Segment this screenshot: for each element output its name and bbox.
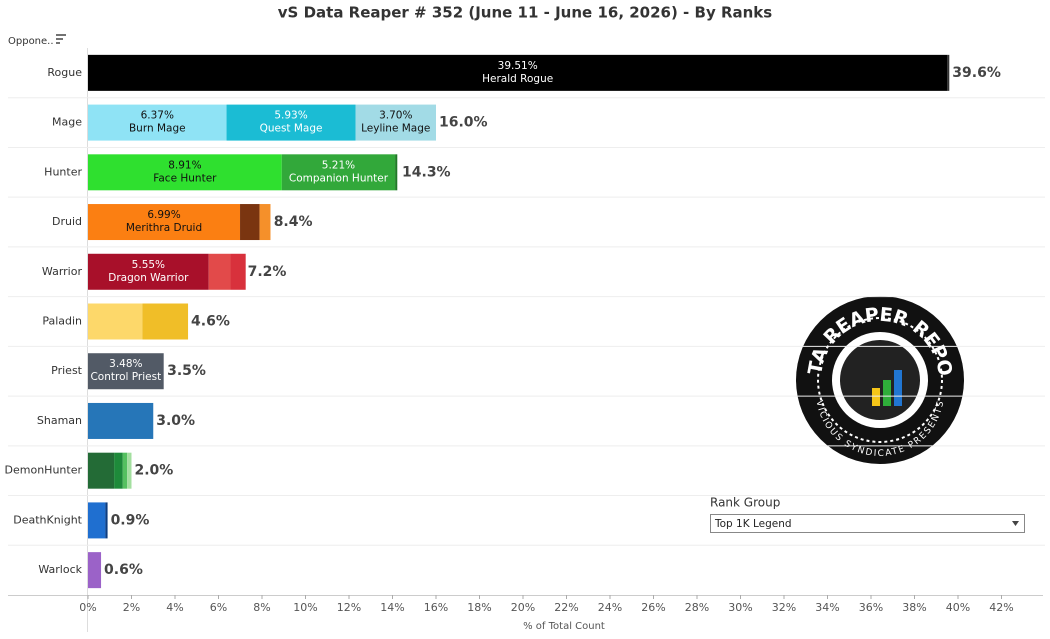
category-label: Hunter <box>44 165 82 178</box>
category-label: Warlock <box>38 563 82 576</box>
bar-segment <box>88 253 209 290</box>
segment-value-label: 6.99% <box>147 209 180 221</box>
bar-segment <box>88 353 164 390</box>
x-tick-label: 38% <box>902 601 926 614</box>
x-tick-label: 24% <box>598 601 622 614</box>
x-tick-label: 26% <box>641 601 665 614</box>
dropdown[interactable]: Top 1K Legend <box>710 514 1025 533</box>
category-label: Warrior <box>42 265 83 278</box>
bar-segment <box>122 452 128 489</box>
segment-value-label: 6.37% <box>141 110 174 122</box>
category-label: Mage <box>52 116 82 129</box>
bar-segment <box>127 452 132 489</box>
bar-segment <box>208 253 231 290</box>
segment-name-label: Herald Rogue <box>482 73 553 85</box>
segment-name-label: Merithra Druid <box>126 222 202 234</box>
category-label: DemonHunter <box>5 464 83 477</box>
total-label: 3.5% <box>167 363 206 379</box>
x-tick-label: 40% <box>946 601 970 614</box>
x-tick-label: 16% <box>424 601 448 614</box>
total-label: 0.6% <box>104 562 143 578</box>
segment-name-label: Control Priest <box>90 371 161 383</box>
x-tick-label: 22% <box>554 601 578 614</box>
x-tick-label: 28% <box>685 601 709 614</box>
bar-segment <box>226 104 356 141</box>
x-tick-label: 8% <box>253 601 270 614</box>
bar-segment <box>88 502 106 539</box>
category-label: Paladin <box>42 315 82 328</box>
segment-name-label: Quest Mage <box>260 123 323 135</box>
bar-segment <box>259 204 271 241</box>
category-label: Druid <box>52 215 82 228</box>
segment-value-label: 5.55% <box>132 259 165 271</box>
bar-segment <box>142 303 189 340</box>
bar-segment <box>105 502 108 539</box>
segment-name-label: Dragon Warrior <box>108 272 189 284</box>
bar-segment <box>88 204 241 241</box>
total-label: 0.9% <box>111 512 150 528</box>
filter-label: Rank Group <box>710 496 780 510</box>
x-tick-label: 18% <box>467 601 491 614</box>
segment-name-label: Companion Hunter <box>289 172 389 184</box>
x-tick-label: 4% <box>166 601 183 614</box>
bar-segment <box>88 154 282 191</box>
chart-title: vS Data Reaper # 352 (June 11 - June 16,… <box>278 4 772 22</box>
bar-segment <box>230 253 246 290</box>
bar-segment <box>240 204 260 241</box>
x-tick-label: 14% <box>380 601 404 614</box>
x-tick-label: 20% <box>511 601 535 614</box>
bar-segment <box>281 154 396 191</box>
segment-name-label: Burn Mage <box>129 123 186 135</box>
bar-segment <box>88 104 227 141</box>
category-label: Shaman <box>37 414 82 427</box>
x-tick-label: 12% <box>337 601 361 614</box>
bar-segment <box>88 452 115 489</box>
category-label: Rogue <box>47 66 82 79</box>
row-header[interactable]: Oppone.. <box>8 36 54 47</box>
x-tick-label: 6% <box>210 601 227 614</box>
segment-value-label: 39.51% <box>498 60 538 72</box>
total-label: 3.0% <box>156 413 195 429</box>
x-tick-label: 42% <box>989 601 1013 614</box>
bar-segment <box>355 104 436 141</box>
x-tick-label: 32% <box>772 601 796 614</box>
bar-segment <box>88 303 143 340</box>
x-tick-label: 2% <box>123 601 140 614</box>
category-label: Priest <box>51 364 83 377</box>
bar-segment <box>395 154 398 191</box>
bar-segment <box>88 402 154 439</box>
bar-segment <box>114 452 123 489</box>
total-label: 4.6% <box>191 314 230 330</box>
total-label: 16.0% <box>439 115 488 131</box>
segment-value-label: 5.93% <box>274 110 307 122</box>
bar-segment <box>88 552 102 589</box>
plot: 0% 2% 4% 6% 8% 10% 12% 14% 16% 18% 20% 22% 24% 26% 28%… <box>5 54 1045 614</box>
total-label: 39.6% <box>952 65 1001 81</box>
segment-value-label: 5.21% <box>322 159 355 171</box>
x-tick-label: 36% <box>859 601 883 614</box>
sort-icon[interactable] <box>56 34 66 44</box>
x-tick-label: 10% <box>293 601 317 614</box>
x-axis-title: % of Total Count <box>523 621 605 632</box>
segment-name-label: Face Hunter <box>153 172 217 184</box>
segment-value-label: 3.48% <box>109 358 142 370</box>
category-label: DeathKnight <box>13 513 82 526</box>
segment-value-label: 8.91% <box>168 159 201 171</box>
total-label: 8.4% <box>274 214 313 230</box>
total-label: 2.0% <box>135 463 174 479</box>
segment-value-label: 3.70% <box>379 110 412 122</box>
dropdown-value[interactable]: Top 1K Legend <box>714 518 792 530</box>
total-label: 14.3% <box>402 164 451 180</box>
total-label: 7.2% <box>248 264 287 280</box>
x-tick-label: 30% <box>728 601 752 614</box>
x-tick-label: 34% <box>815 601 839 614</box>
bar-segment <box>947 54 950 91</box>
bar-segment <box>88 54 948 91</box>
segment-name-label: Leyline Mage <box>361 123 430 135</box>
x-tick-label: 0% <box>79 601 96 614</box>
